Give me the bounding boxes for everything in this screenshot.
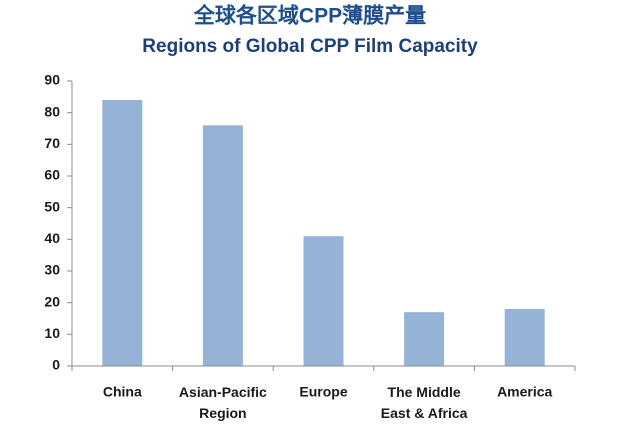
y-tick-label: 10 [44, 325, 60, 341]
bar [504, 309, 545, 366]
y-tick-label: 20 [44, 293, 60, 309]
x-tick-label: China [103, 384, 142, 400]
y-tick-label: 60 [44, 167, 60, 183]
y-tick-label: 90 [44, 72, 60, 88]
x-tick-label: America [497, 384, 552, 400]
bar [404, 312, 445, 366]
y-tick-label: 40 [44, 230, 60, 246]
y-tick-label: 30 [44, 262, 60, 278]
x-tick-label: Europe [299, 384, 347, 400]
y-tick-label: 70 [44, 135, 60, 151]
y-tick-label: 80 [44, 103, 60, 119]
bar [202, 125, 243, 366]
x-tick-label: Asian-Pacific Region [179, 384, 267, 421]
x-tick-label: The Middle East & Africa [381, 384, 468, 421]
chart-subtitle: Regions of Global CPP Film Capacity [142, 36, 478, 57]
bar [102, 100, 143, 366]
bar [303, 236, 344, 366]
y-tick-label: 0 [52, 357, 60, 373]
y-tick-label: 50 [44, 198, 60, 214]
chart-title: 全球各区域CPP薄膜产量 [193, 4, 426, 28]
